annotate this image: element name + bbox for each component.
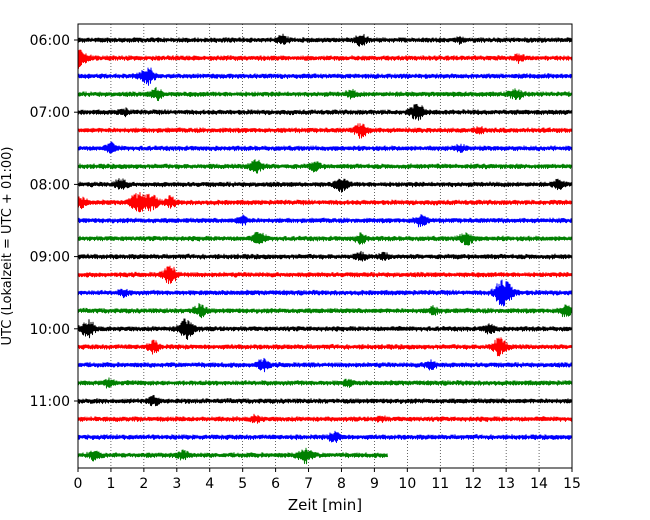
trace-line (77, 103, 573, 121)
x-tick-label: 2 (139, 476, 148, 492)
trace-line (77, 159, 573, 174)
y-tick-label: 06:00 (30, 33, 70, 49)
x-axis: 0 1 2 3 4 5 6 7 8 9 10 11 12 13 14 15 (74, 468, 581, 492)
x-tick-label: 1 (106, 476, 115, 492)
vertical-grid (110, 24, 540, 468)
trace-line (77, 141, 573, 154)
trace-line (77, 123, 573, 139)
y-tick-label: 08:00 (30, 177, 70, 193)
x-tick-label: 5 (238, 476, 247, 492)
trace-line (77, 86, 573, 102)
x-tick-label: 4 (205, 476, 214, 492)
trace-line (77, 430, 573, 443)
seismic-traces (77, 33, 573, 465)
trace-line (77, 394, 573, 407)
trace-line (77, 279, 573, 307)
trace-line (77, 214, 573, 228)
trace-line (77, 49, 573, 69)
trace-line (77, 178, 573, 193)
trace-line (77, 377, 573, 389)
trace-line (77, 318, 573, 341)
y-tick-label: 11:00 (30, 394, 70, 410)
x-tick-label: 8 (337, 476, 346, 492)
x-tick-label: 3 (172, 476, 181, 492)
x-tick-label: 12 (464, 476, 482, 492)
x-tick-label: 10 (398, 476, 416, 492)
y-axis-label: UTC (Lokalzeit = UTC + 01:00) (0, 147, 15, 346)
y-tick-label: 10:00 (30, 322, 70, 338)
x-tick-label: 6 (271, 476, 280, 492)
x-tick-label: 14 (530, 476, 548, 492)
trace-line (77, 302, 573, 319)
trace-line (77, 67, 573, 86)
x-tick-label: 0 (74, 476, 83, 492)
x-tick-label: 7 (304, 476, 313, 492)
x-tick-label: 11 (431, 476, 449, 492)
trace-line (77, 33, 573, 47)
plot-frame (77, 23, 573, 469)
trace-line (77, 337, 573, 357)
y-tick-label: 07:00 (30, 105, 70, 121)
y-tick-label: 09:00 (30, 250, 70, 266)
trace-line (77, 447, 388, 465)
trace-line (77, 231, 573, 246)
trace-line (77, 191, 573, 213)
trace-line (77, 265, 573, 285)
x-axis-label: Zeit [min] (288, 496, 362, 514)
trace-line (77, 250, 573, 262)
y-axis: 06:00 07:00 08:00 09:00 10:00 11:00 (30, 33, 78, 410)
x-tick-label: 15 (563, 476, 581, 492)
x-tick-label: 13 (497, 476, 515, 492)
trace-line (77, 413, 573, 424)
trace-line (77, 357, 573, 373)
x-tick-label: 9 (370, 476, 379, 492)
